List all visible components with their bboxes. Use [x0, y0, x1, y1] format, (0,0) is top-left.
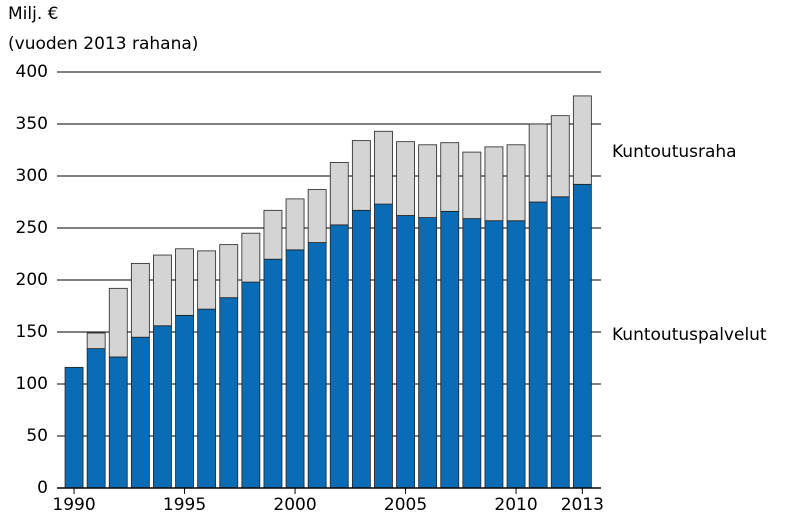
y-axis-unit: Milj. €: [8, 4, 58, 24]
bar-segment: [484, 220, 504, 489]
bar-segment: [241, 281, 261, 489]
bar-segment: [175, 314, 194, 489]
bar-segment: [396, 141, 415, 216]
bar-segment: [197, 250, 217, 310]
bar-segment: [462, 151, 482, 220]
bar-segment: [263, 209, 283, 260]
y-tick-label: 400: [16, 62, 48, 82]
bar-segment: [175, 248, 194, 316]
bar-segment: [153, 325, 172, 489]
bar-segment: [329, 224, 349, 489]
y-tick-label: 50: [26, 426, 48, 446]
legend-label: Kuntoutusraha: [612, 142, 737, 162]
x-tick-label: 1995: [163, 495, 206, 515]
x-tick-label: 2010: [494, 495, 537, 515]
bar-segment: [528, 123, 548, 203]
x-tick-label: 2013: [561, 495, 604, 515]
bar-segment: [108, 356, 128, 489]
bar-segment: [307, 189, 327, 243]
x-tick-label: 2005: [384, 495, 427, 515]
bar-segment: [130, 262, 150, 338]
bar-segment: [241, 232, 261, 283]
bar-segment: [374, 203, 393, 489]
bar-segment: [86, 332, 106, 350]
bar-segment: [285, 249, 305, 489]
bar-segment: [484, 146, 504, 222]
bar-segment: [219, 244, 239, 299]
bar-segment: [219, 297, 239, 489]
bar-segment: [130, 336, 150, 489]
bar-segment: [506, 220, 526, 489]
bar-segment: [64, 366, 84, 489]
bar-segment: [418, 217, 438, 489]
bar-segment: [307, 242, 327, 489]
bar-segment: [197, 308, 217, 489]
bar-segment: [396, 215, 415, 489]
y-tick-label: 250: [16, 218, 48, 238]
bar-segment: [285, 198, 305, 251]
x-tick-label: 2000: [273, 495, 316, 515]
bar-segment: [550, 196, 570, 489]
bar-segment: [329, 162, 349, 226]
bar-segment: [351, 209, 371, 489]
bar-segment: [550, 115, 570, 198]
bar-segment: [506, 144, 526, 222]
y-tick-label: 200: [16, 270, 48, 290]
bar-segment: [440, 210, 460, 489]
y-axis-subtitle: (vuoden 2013 rahana): [8, 34, 198, 54]
bar-segment: [440, 142, 460, 212]
bar-segment: [263, 258, 283, 489]
bar-segment: [572, 95, 592, 185]
y-tick-label: 350: [16, 114, 48, 134]
bar-segment: [108, 287, 128, 358]
bar-segment: [153, 254, 172, 327]
y-tick-label: 300: [16, 166, 48, 186]
y-tick-label: 0: [37, 478, 48, 498]
bar-segment: [572, 183, 592, 489]
bar-segment: [528, 201, 548, 489]
bar-segment: [462, 218, 482, 489]
bar-segment: [418, 144, 438, 219]
x-tick-label: 1990: [52, 495, 95, 515]
bar-segment: [374, 130, 393, 205]
legend-label: Kuntoutuspalvelut: [612, 325, 767, 345]
y-tick-label: 100: [16, 374, 48, 394]
y-tick-label: 150: [16, 322, 48, 342]
bar-segment: [86, 348, 106, 489]
bar-segment: [351, 140, 371, 211]
